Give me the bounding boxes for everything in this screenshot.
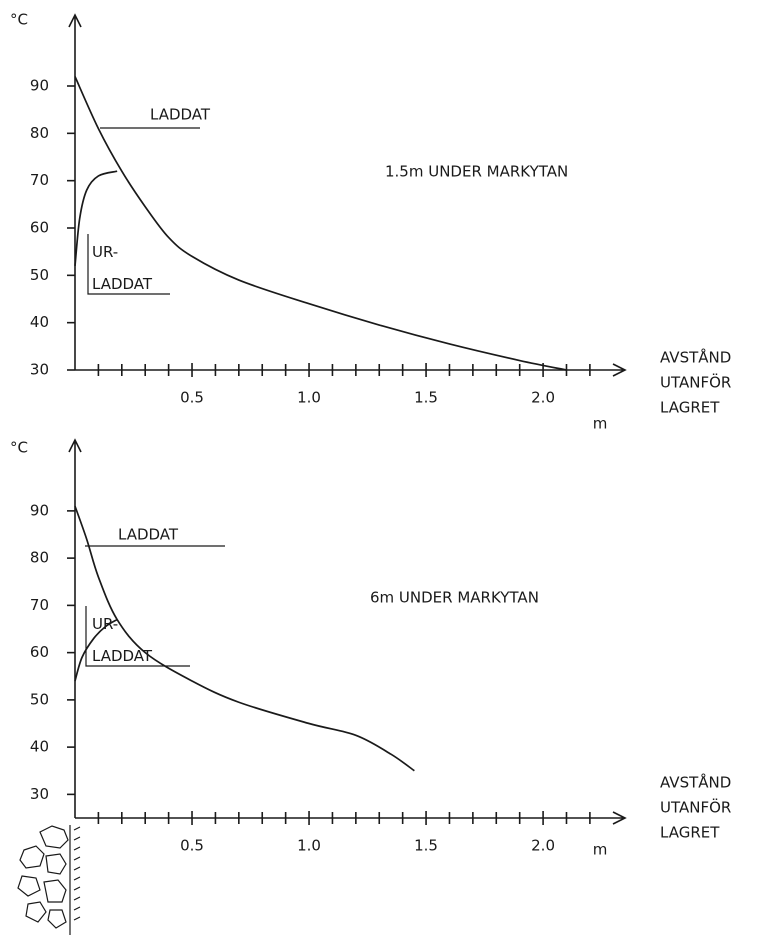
- series-label-line: UR-: [92, 615, 118, 633]
- series-label: UR- LADDAT: [92, 243, 153, 293]
- y-tick-label: 50: [30, 266, 49, 284]
- annotation: 6m UNDER MARKYTAN: [370, 589, 539, 607]
- y-tick-label: 30: [30, 785, 49, 803]
- series-label: LADDAT: [118, 526, 179, 544]
- series-label-line: LADDAT: [92, 275, 153, 293]
- label-leader: [85, 606, 190, 667]
- line-series: [74, 618, 118, 682]
- y-tick-label: 50: [30, 690, 49, 708]
- line-series: [74, 76, 567, 371]
- x-tick-label: 2.0: [531, 837, 555, 855]
- x-axis-label: LAGRET: [660, 824, 720, 842]
- x-tick-label: 2.0: [531, 389, 555, 407]
- x-axis-label: UTANFÖR: [660, 798, 731, 817]
- y-tick-label: 70: [30, 596, 49, 614]
- chart-panel: °C m AVSTÅND UTANFÖR LAGRET 1.5m UNDER MARKYT…: [10, 11, 731, 433]
- y-axis: [68, 13, 82, 370]
- label-leader: [87, 234, 170, 295]
- y-tick-label: 30: [30, 361, 49, 379]
- series-label: UR- LADDAT: [92, 615, 153, 665]
- series-label: LADDAT: [150, 106, 211, 124]
- series-label-line: UR-: [92, 243, 118, 261]
- x-tick-label: 0.5: [180, 389, 204, 407]
- x-tick-label: 0.5: [180, 837, 204, 855]
- line-series: [74, 505, 415, 772]
- y-tick-label: 40: [30, 738, 49, 756]
- x-axis: [75, 811, 627, 825]
- y-axis-label: °C: [10, 439, 28, 457]
- x-axis-label: UTANFÖR: [660, 373, 731, 392]
- y-tick-label: 80: [30, 549, 49, 567]
- y-tick-label: 80: [30, 124, 49, 142]
- line-series: [74, 170, 118, 266]
- x-axis-label: AVSTÅND: [660, 773, 731, 792]
- y-tick-label: 60: [30, 643, 49, 661]
- y-axis: [68, 438, 82, 818]
- x-axis-unit: m: [593, 415, 608, 433]
- y-tick-label: 70: [30, 171, 49, 189]
- y-tick-label: 90: [30, 501, 49, 519]
- series-label-line: LADDAT: [92, 647, 153, 665]
- chart-panel: °C m AVSTÅND UTANFÖR LAGRET 6m UNDER MARKYTAN…: [10, 438, 731, 859]
- rock-icon: [17, 825, 81, 935]
- x-tick-label: 1.0: [297, 389, 321, 407]
- y-tick-label: 90: [30, 77, 49, 95]
- x-tick-label: 1.0: [297, 837, 321, 855]
- x-axis: [75, 363, 627, 377]
- x-axis-unit: m: [593, 841, 608, 859]
- x-tick-label: 1.5: [414, 837, 438, 855]
- x-axis-label: LAGRET: [660, 399, 720, 417]
- annotation: 1.5m UNDER MARKYTAN: [385, 163, 568, 181]
- x-tick-label: 1.5: [414, 389, 438, 407]
- y-tick-label: 60: [30, 219, 49, 237]
- y-tick-label: 40: [30, 313, 49, 331]
- y-axis-label: °C: [10, 11, 28, 29]
- x-axis-label: AVSTÅND: [660, 348, 731, 367]
